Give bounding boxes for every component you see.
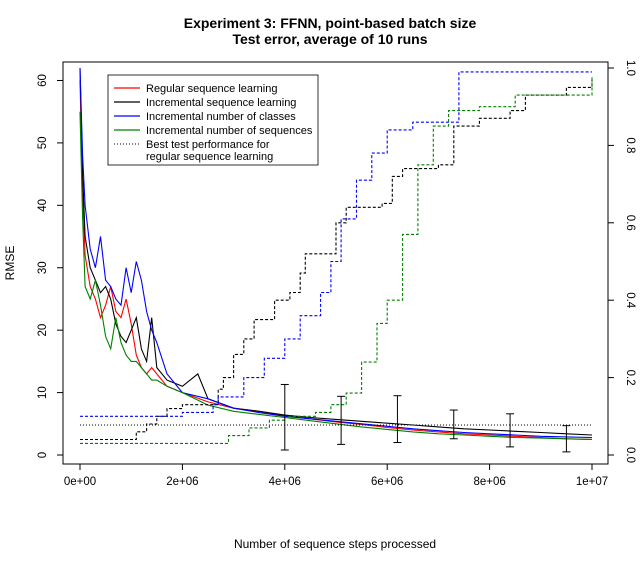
error-bars: [280, 383, 571, 453]
x-tick-label: 4e+06: [269, 476, 301, 488]
legend-label-classes: Incremental number of classes: [146, 111, 296, 123]
y2-tick-label: 0.4: [624, 292, 636, 309]
chart-title: Experiment 3: FFNN, point-based batch si…: [184, 15, 477, 31]
series-lines: [79, 67, 593, 444]
y-tick-label: 50: [37, 137, 49, 150]
y2-tick-label: 0.8: [624, 137, 636, 153]
x-tick-label: 6e+06: [371, 476, 403, 488]
series-line-7: [80, 75, 593, 444]
series-line-6: [80, 71, 592, 417]
series-line-5: [80, 79, 593, 441]
x-tick-label: 2e+06: [166, 476, 198, 488]
y-tick-label: 20: [37, 324, 49, 337]
plot-frame: [62, 61, 609, 465]
x-tick-label: 0e+00: [64, 476, 96, 488]
legend-label-best-2: regular sequence learning: [146, 151, 273, 163]
x-tick-label: 8e+06: [473, 476, 505, 488]
y-tick-label: 30: [37, 261, 49, 274]
legend: Regular sequence learning Incremental se…: [107, 74, 319, 166]
y-tick-label: 40: [37, 199, 49, 212]
series-line-2: [79, 67, 593, 439]
y2-tick-label: 0.0: [624, 447, 636, 463]
x-tick-label: 1e+07: [576, 476, 608, 488]
legend-label-regular: Regular sequence learning: [146, 83, 277, 95]
y2-tick-label: 1.0: [624, 60, 636, 76]
legend-label-sequences: Incremental number of sequences: [146, 125, 313, 137]
y-tick-label: 60: [37, 74, 49, 87]
legend-label-incremental-seq: Incremental sequence learning: [146, 97, 296, 109]
axis-ticks: 0e+00 2e+06 4e+06 6e+06 8e+06 1e+07 0 10 20 30 40 5…: [37, 60, 636, 488]
x-axis-label: Number of sequence steps processed: [234, 537, 436, 551]
y-tick-label: 0: [37, 452, 49, 458]
legend-box: [107, 74, 319, 166]
y-tick-label: 10: [37, 386, 49, 399]
y2-tick-label: 0.6: [624, 215, 636, 231]
y2-tick-label: 0.2: [624, 370, 636, 386]
legend-label-best-1: Best test performance for: [146, 139, 270, 151]
chart-subtitle: Test error, average of 10 runs: [232, 31, 427, 47]
series-line-3: [79, 111, 593, 440]
y-axis-label: RMSE: [3, 246, 17, 281]
